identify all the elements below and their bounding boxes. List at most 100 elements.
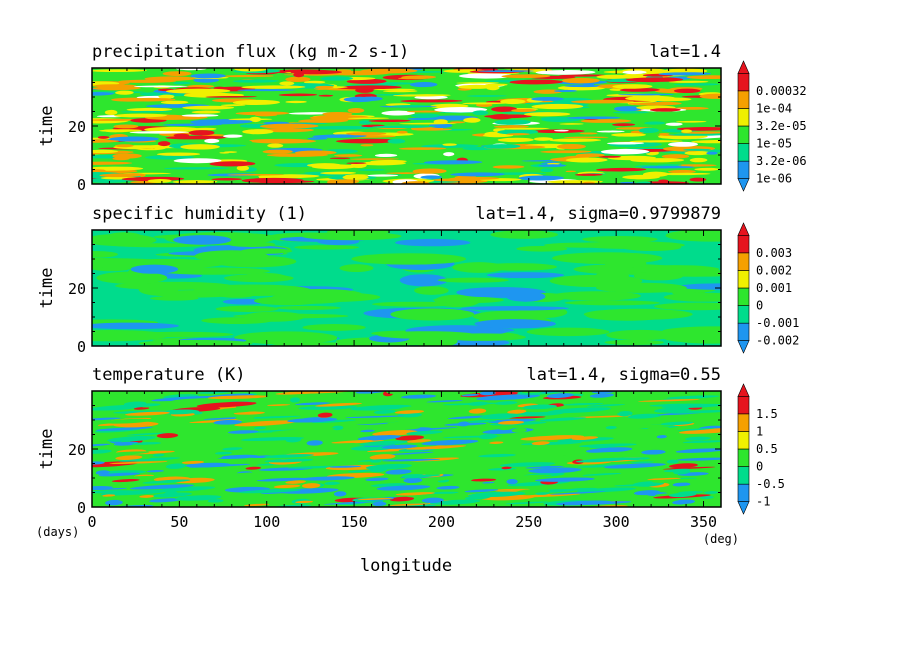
colorbar-extend-max [737, 60, 750, 74]
heatmap-streak [390, 308, 475, 321]
heatmap-streak [575, 457, 637, 463]
heatmap-streak [506, 133, 530, 136]
heatmap-streak [264, 448, 318, 454]
heatmap-streak [447, 430, 478, 435]
y-axis-label: time [37, 106, 57, 147]
heatmap-streak [436, 485, 460, 490]
heatmap-streak [497, 137, 534, 143]
heatmap-streak [241, 85, 306, 89]
heatmap-streak [489, 441, 504, 444]
heatmap-streak [138, 282, 179, 296]
x-tick-label: 300 [603, 513, 630, 531]
heatmap-streak [267, 143, 284, 148]
heatmap-streak [526, 327, 610, 337]
heatmap-streak [533, 89, 563, 94]
x-tick-label: 350 [690, 513, 717, 531]
heatmap-streak [383, 90, 418, 93]
heatmap-streak [531, 96, 564, 101]
heatmap-streak [151, 396, 215, 402]
heatmap-streak [133, 85, 188, 88]
heatmap-streak [133, 407, 150, 410]
heatmap-streak [484, 114, 532, 119]
heatmap-streak [371, 301, 460, 307]
heatmap-streak [570, 99, 634, 104]
heatmap-streak [92, 149, 119, 154]
heatmap-streak [703, 491, 719, 494]
heatmap-streak [112, 156, 130, 161]
heatmap-streak [460, 306, 569, 311]
heatmap-streak [279, 81, 295, 86]
heatmap-streak [540, 116, 571, 120]
heatmap-streak [185, 462, 231, 468]
heatmap-streak [622, 70, 647, 75]
heatmap-streak [164, 490, 178, 497]
heatmap-streak [604, 258, 647, 269]
heatmap-streak [92, 139, 119, 143]
heatmap-streak [336, 138, 401, 144]
heatmap-streak [676, 127, 721, 131]
heatmap-streak [398, 77, 428, 80]
heatmap-streak [630, 461, 655, 464]
heatmap-streak [295, 402, 330, 406]
heatmap-streak [253, 426, 267, 430]
heatmap-streak [467, 491, 526, 498]
heatmap-streak [159, 409, 200, 415]
heatmap-streak [493, 125, 529, 129]
heatmap-streak [386, 172, 422, 174]
heatmap-streak [625, 95, 676, 102]
heatmap-streak [360, 429, 375, 433]
heatmap-streak [336, 85, 402, 90]
heatmap-streak [318, 94, 334, 97]
heatmap-streak [562, 402, 604, 406]
heatmap-streak [582, 472, 622, 476]
heatmap-streak [286, 412, 298, 416]
colorbar-segment [737, 305, 750, 324]
heatmap-streak [625, 77, 684, 83]
heatmap-streak [421, 439, 479, 446]
heatmap-streak [535, 477, 595, 482]
heatmap-streak [150, 296, 199, 301]
heatmap-streak [666, 459, 679, 464]
heatmap-streak [442, 143, 457, 146]
heatmap-streak [527, 448, 589, 453]
colorbar-segment [737, 431, 750, 450]
heatmap-streak [656, 164, 682, 167]
heatmap-streak [139, 495, 155, 498]
heatmap-streak [173, 235, 232, 245]
heatmap-streak [249, 138, 308, 142]
heatmap-streak [374, 88, 416, 91]
colorbar-segment [737, 413, 750, 432]
heatmap-streak [546, 393, 574, 399]
heatmap-streak [371, 125, 436, 129]
heatmap-streak [370, 483, 407, 487]
heatmap-streak [259, 123, 319, 129]
heatmap-streak [374, 153, 398, 158]
heatmap-streak [342, 174, 369, 180]
heatmap-streak [486, 85, 500, 91]
heatmap-streak [660, 421, 694, 426]
heatmap-streak [107, 232, 142, 242]
heatmap-streak [215, 407, 260, 413]
heatmap-streak [421, 144, 479, 148]
heatmap-streak [675, 448, 721, 453]
heatmap-streak [448, 176, 500, 180]
heatmap-streak [190, 73, 226, 79]
heatmap-streak [152, 453, 165, 457]
heatmap-streak [399, 405, 445, 412]
heatmap-streak [211, 472, 274, 479]
heatmap-streak [403, 477, 423, 484]
heatmap-streak [649, 108, 681, 112]
heatmap-streak [146, 469, 164, 473]
heatmap-streak [240, 436, 305, 442]
heatmap-streak [365, 477, 389, 481]
heatmap-streak [111, 479, 140, 483]
heatmap-streak [412, 168, 447, 174]
heatmap-streak [238, 489, 302, 494]
heatmap-streak [662, 330, 721, 344]
heatmap-streak [223, 74, 274, 78]
colorbar-label: 3.2e-05 [756, 119, 807, 133]
x-tick-label: 150 [341, 513, 368, 531]
heatmap-streak [627, 413, 662, 419]
heatmap-streak [571, 436, 599, 441]
heatmap-streak [666, 395, 720, 399]
